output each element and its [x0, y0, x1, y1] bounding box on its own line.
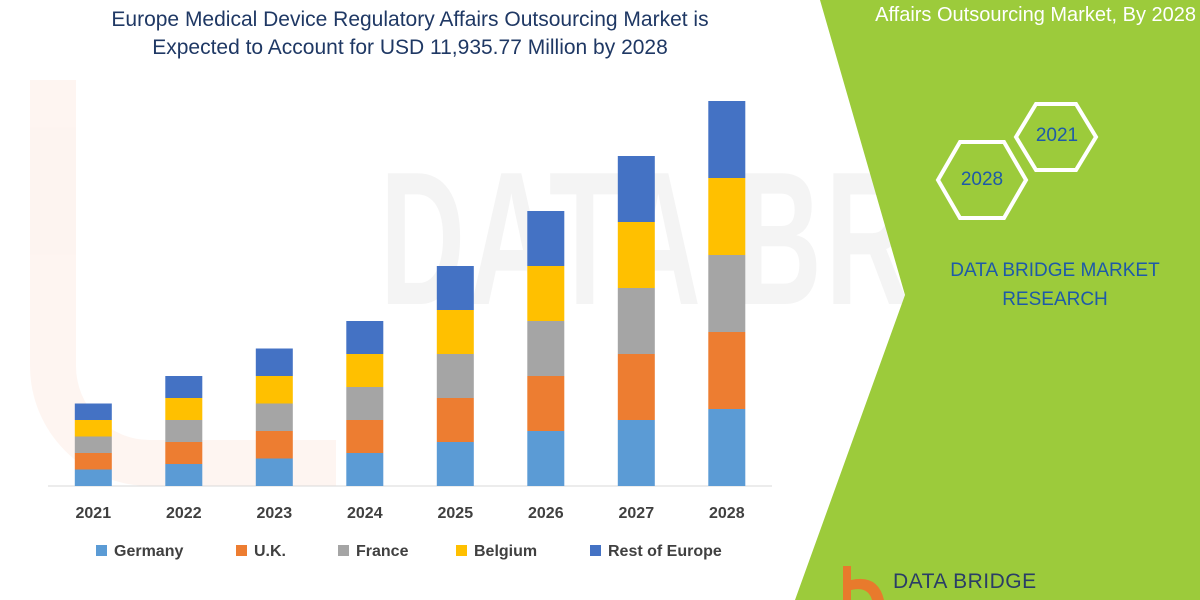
bar-segment-belgium-2026 [527, 266, 565, 321]
bar-segment-belgium-2025 [436, 310, 474, 354]
bar-segment-france-2023 [255, 403, 293, 431]
x-tick-label-2028: 2028 [709, 505, 745, 522]
x-tick-label-2024: 2024 [347, 505, 383, 522]
bar-segment-belgium-2028 [708, 178, 746, 255]
bar-segment-u-k--2026 [527, 376, 565, 431]
data-bridge-logo-icon [843, 566, 884, 600]
bar-segment-belgium-2023 [255, 376, 293, 404]
bar-segment-u-k--2027 [617, 354, 655, 420]
bar-segment-rest-of-europe-2026 [527, 211, 565, 266]
bar-segment-belgium-2022 [165, 398, 203, 420]
bar-segment-france-2025 [436, 354, 474, 398]
bar-segment-u-k--2023 [255, 431, 293, 459]
bar-segment-rest-of-europe-2023 [255, 348, 293, 376]
bar-segment-u-k--2024 [346, 420, 384, 453]
bar-segment-germany-2022 [165, 464, 203, 486]
green-side-panel [795, 0, 1200, 600]
bar-segment-belgium-2024 [346, 354, 384, 387]
chart-title-line-1: Europe Medical Device Regulatory Affairs… [111, 8, 709, 31]
chart-title-line-2: Expected to Account for USD 11,935.77 Mi… [152, 36, 668, 59]
x-tick-label-2025: 2025 [438, 505, 474, 522]
x-tick-label-2027: 2027 [619, 505, 655, 522]
bar-segment-rest-of-europe-2022 [165, 376, 203, 398]
bar-segment-france-2026 [527, 321, 565, 376]
bar-segment-u-k--2022 [165, 442, 203, 464]
bar-segment-belgium-2027 [617, 222, 655, 288]
logo-text: DATA BRIDGE [893, 570, 1037, 593]
bar-segment-germany-2025 [436, 442, 474, 486]
bar-segment-france-2027 [617, 288, 655, 354]
bar-segment-france-2022 [165, 420, 203, 442]
x-tick-label-2022: 2022 [166, 505, 202, 522]
bar-segment-germany-2028 [708, 409, 746, 486]
brand-name: DATA BRIDGE MARKET RESEARCH [935, 256, 1175, 314]
bar-segment-france-2024 [346, 387, 384, 420]
legend-swatch-rest-of-europe [590, 545, 601, 556]
bar-segment-germany-2021 [74, 469, 112, 486]
bar-segment-france-2028 [708, 255, 746, 332]
bar-segment-rest-of-europe-2027 [617, 156, 655, 222]
panel-title: Affairs Outsourcing Market, By 2028 [875, 4, 1196, 26]
legend-swatch-france [338, 545, 349, 556]
bar-segment-u-k--2021 [74, 453, 112, 470]
bar-segment-u-k--2028 [708, 332, 746, 409]
legend-label-u-k-: U.K. [254, 543, 286, 560]
brand-line-2: RESEARCH [1002, 289, 1108, 310]
x-tick-label-2021: 2021 [76, 505, 112, 522]
legend-swatch-u-k- [236, 545, 247, 556]
legend-label-belgium: Belgium [474, 543, 537, 560]
legend-label-rest-of-europe: Rest of Europe [608, 543, 722, 560]
x-tick-label-2026: 2026 [528, 505, 564, 522]
x-tick-label-2023: 2023 [257, 505, 293, 522]
legend-label-france: France [356, 543, 409, 560]
legend-swatch-belgium [456, 545, 467, 556]
hexagon-2021-label: 2021 [1035, 125, 1079, 146]
hexagon-2028 [935, 140, 1029, 220]
legend-label-germany: Germany [114, 543, 183, 560]
bar-segment-germany-2024 [346, 453, 384, 486]
bar-segment-rest-of-europe-2025 [436, 266, 474, 310]
hexagon-2028-label: 2028 [960, 169, 1004, 190]
bar-segment-germany-2026 [527, 431, 565, 486]
hexagon-2021 [1013, 102, 1099, 172]
legend-swatch-germany [96, 545, 107, 556]
bar-segment-germany-2023 [255, 458, 293, 486]
bar-segment-rest-of-europe-2028 [708, 101, 746, 178]
bar-segment-rest-of-europe-2024 [346, 321, 384, 354]
bar-segment-u-k--2025 [436, 398, 474, 442]
brand-line-1: DATA BRIDGE MARKET [950, 260, 1160, 281]
bar-segment-france-2021 [74, 436, 112, 453]
bar-segment-germany-2027 [617, 420, 655, 486]
bar-segment-belgium-2021 [74, 420, 112, 437]
bar-segment-rest-of-europe-2021 [74, 403, 112, 420]
chart-title: Europe Medical Device Regulatory Affairs… [70, 6, 750, 62]
